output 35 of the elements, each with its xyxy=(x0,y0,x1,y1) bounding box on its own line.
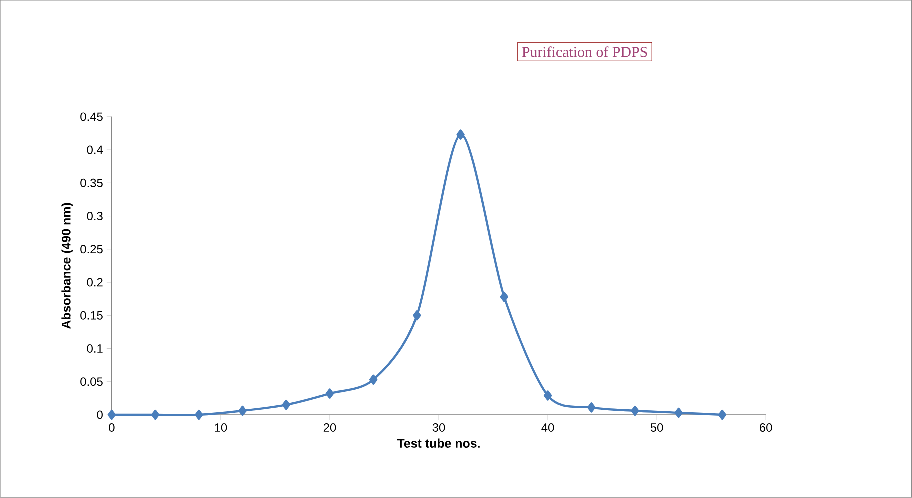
x-tick-label: 20 xyxy=(324,424,336,432)
point xyxy=(326,388,334,399)
y-tick-label: 0.05 xyxy=(80,378,103,386)
y-tick-label: 0.25 xyxy=(80,245,103,254)
y-tick-label: 0.45 xyxy=(80,112,103,122)
point xyxy=(238,406,247,416)
x-tick-label: 50 xyxy=(650,424,664,432)
y-tick-label: 0.3 xyxy=(87,212,103,221)
y-tick-label: 0.2 xyxy=(87,278,103,287)
point xyxy=(674,408,683,418)
y-tick-label: 0.35 xyxy=(80,178,103,188)
chart-title: Purification of PDPS xyxy=(522,46,648,58)
point xyxy=(413,310,422,321)
y-tick-label: 0.4 xyxy=(87,146,104,154)
point xyxy=(195,410,204,420)
point xyxy=(500,292,508,302)
y-tick-label: 0.15 xyxy=(80,311,103,320)
point xyxy=(456,130,465,140)
point xyxy=(282,400,290,410)
point xyxy=(370,374,378,386)
x-tick-label: 40 xyxy=(542,424,554,432)
y-axis-title: Absorbance (490 nm) xyxy=(62,203,74,330)
x-tick-label: 30 xyxy=(432,424,446,432)
x-tick-label: 10 xyxy=(215,424,228,432)
point xyxy=(718,410,727,420)
y-tick-label: 0.1 xyxy=(87,344,103,354)
y-tick-label: 0 xyxy=(97,410,103,420)
point xyxy=(588,402,596,413)
point xyxy=(108,410,116,420)
point xyxy=(544,390,552,401)
x-tick-label: 0 xyxy=(109,424,115,432)
point xyxy=(631,406,640,416)
point xyxy=(151,410,160,420)
x-tick-label: 60 xyxy=(760,424,772,432)
x-axis-title: Test tube nos. xyxy=(397,438,480,448)
